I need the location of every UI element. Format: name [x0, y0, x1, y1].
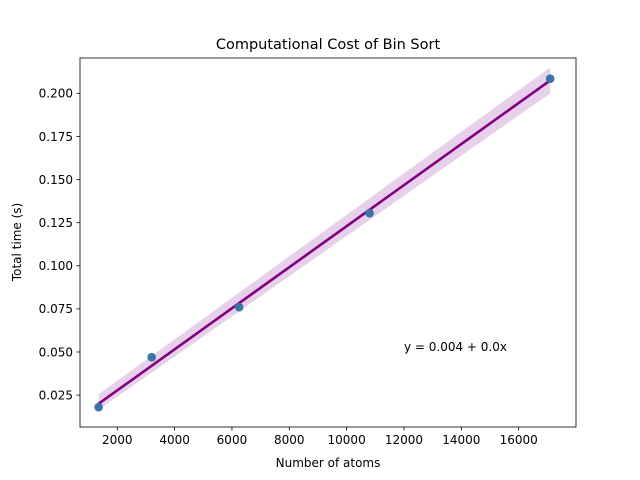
confidence-band	[98, 67, 551, 410]
y-tick-label: 0.100	[39, 259, 73, 273]
chart-title: Computational Cost of Bin Sort	[216, 37, 441, 53]
x-tick-label: 2000	[102, 433, 133, 447]
x-tick-label: 10000	[328, 433, 366, 447]
fit-line-layer	[97, 79, 552, 406]
x-axis-ticks: 2000 4000 6000 8000 10000 12000 14000 16000	[102, 427, 538, 447]
x-tick-label: 4000	[159, 433, 190, 447]
y-axis-label: Total time (s)	[10, 203, 24, 282]
data-point	[365, 208, 374, 218]
data-point	[94, 402, 103, 412]
regression-fit-line	[97, 79, 552, 406]
x-tick-label: 14000	[442, 433, 480, 447]
y-tick-label: 0.150	[39, 173, 73, 187]
data-point	[545, 74, 555, 83]
x-tick-label: 8000	[274, 433, 305, 447]
regression-equation-annotation: y = 0.004 + 0.0x	[404, 340, 507, 354]
y-axis-ticks: 0.025 0.050 0.075 0.100 0.125 0.150 0.175 0.200	[39, 87, 80, 402]
y-tick-label: 0.175	[39, 130, 73, 144]
y-tick-label: 0.125	[39, 216, 73, 230]
data-point	[147, 352, 156, 362]
x-tick-label: 6000	[217, 433, 248, 447]
y-tick-label: 0.075	[39, 302, 73, 316]
data-point	[234, 302, 244, 312]
data-points-layer	[94, 74, 555, 412]
x-tick-label: 16000	[500, 433, 538, 447]
x-tick-label: 12000	[385, 433, 423, 447]
confidence-band-layer	[98, 67, 551, 410]
y-tick-label: 0.050	[39, 345, 73, 359]
x-axis-label: Number of atoms	[276, 456, 381, 470]
y-tick-label: 0.200	[39, 87, 73, 101]
y-tick-label: 0.025	[39, 388, 73, 402]
plot-frame	[79, 57, 577, 428]
